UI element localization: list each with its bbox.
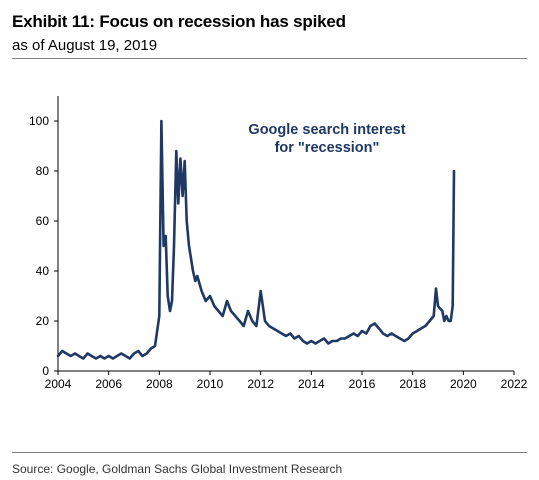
x-tick-label: 2018 [399, 377, 426, 391]
x-tick-label: 2022 [501, 377, 528, 391]
page-title: Exhibit 11: Focus on recession has spike… [12, 12, 346, 31]
y-tick-label: 0 [42, 364, 49, 378]
top-divider [12, 58, 527, 59]
x-tick-label: 2006 [95, 377, 122, 391]
x-tick-label: 2010 [197, 377, 224, 391]
chart-series [56, 119, 456, 360]
x-tick-label: 2016 [349, 377, 376, 391]
chart-ticks: 2004 2006 2008 2010 2012 2014 2016 2018 2020 2022… [29, 114, 528, 391]
y-tick-label: 60 [36, 214, 50, 228]
x-tick-label: 2020 [450, 377, 477, 391]
source-note: Source: Google, Goldman Sachs Global Inv… [12, 462, 343, 476]
chart-annotations: Google search interest for "recession" [248, 122, 405, 156]
bottom-divider [12, 452, 527, 453]
x-tick-label: 2008 [146, 377, 173, 391]
page-subtitle: as of August 19, 2019 [12, 37, 158, 54]
x-tick-label: 2004 [45, 377, 72, 391]
line-chart: 2004 2006 2008 2010 2012 2014 2016 2018 2020 2022… [29, 96, 528, 391]
chart-axes [57, 96, 514, 372]
y-tick-label: 40 [36, 264, 50, 278]
annotation-line: Google search interest [248, 122, 405, 138]
y-tick-label: 100 [29, 114, 49, 128]
x-tick-label: 2014 [298, 377, 325, 391]
annotation-line: for "recession" [275, 140, 380, 156]
y-tick-label: 20 [36, 314, 50, 328]
series-line-0 [56, 119, 456, 360]
x-tick-label: 2012 [247, 377, 274, 391]
annotation-label: Google search interest for "recession" [248, 122, 405, 156]
y-tick-label: 80 [36, 164, 50, 178]
